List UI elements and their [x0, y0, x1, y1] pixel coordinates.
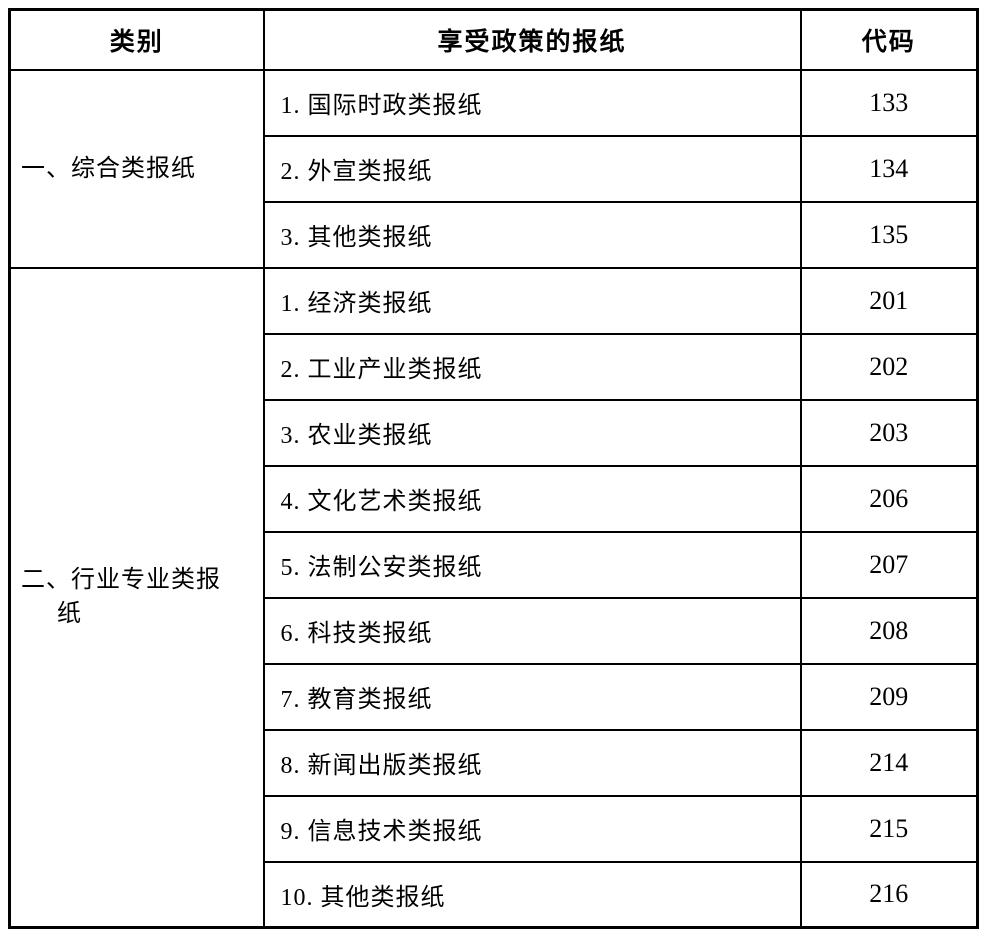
code-cell: 201 [799, 266, 979, 335]
code-cell: 202 [799, 332, 979, 401]
header-code: 代码 [799, 8, 979, 71]
newspaper-cell: 8. 新闻出版类报纸 [262, 728, 802, 797]
table-row: 3. 其他类报纸 135 [10, 200, 979, 269]
table-row: 4. 文化艺术类报纸 206 [10, 464, 979, 533]
code-cell: 203 [799, 398, 979, 467]
code-cell: 133 [799, 68, 979, 137]
code-cell: 208 [799, 596, 979, 665]
category-cell-group2: 二、行业专业类报纸 [8, 266, 265, 929]
code-cell: 214 [799, 728, 979, 797]
table-row: 6. 科技类报纸 208 [10, 596, 979, 665]
newspaper-cell: 10. 其他类报纸 [262, 860, 802, 929]
newspaper-cell: 5. 法制公安类报纸 [262, 530, 802, 599]
newspaper-cell: 2. 外宣类报纸 [262, 134, 802, 203]
table-row: 9. 信息技术类报纸 215 [10, 794, 979, 863]
newspaper-cell: 3. 其他类报纸 [262, 200, 802, 269]
newspaper-cell: 9. 信息技术类报纸 [262, 794, 802, 863]
table-row: 5. 法制公安类报纸 207 [10, 530, 979, 599]
table-row: 一、综合类报纸 1. 国际时政类报纸 133 [8, 68, 979, 269]
table-row: 7. 教育类报纸 209 [10, 662, 979, 731]
code-cell: 216 [799, 860, 979, 929]
newspaper-cell: 3. 农业类报纸 [262, 398, 802, 467]
category-cell-group1: 一、综合类报纸 [8, 68, 265, 269]
newspaper-cell: 7. 教育类报纸 [262, 662, 802, 731]
table-row: 3. 农业类报纸 203 [10, 398, 979, 467]
policy-newspaper-table: 类别 享受政策的报纸 代码 一、综合类报纸 1. 国际时政类报纸 133 2. … [8, 8, 979, 929]
header-newspaper: 享受政策的报纸 [262, 8, 802, 71]
newspaper-cell: 4. 文化艺术类报纸 [262, 464, 802, 533]
code-cell: 215 [799, 794, 979, 863]
code-cell: 134 [799, 134, 979, 203]
code-cell: 209 [799, 662, 979, 731]
header-category: 类别 [8, 8, 265, 71]
table-row: 10. 其他类报纸 216 [10, 860, 979, 929]
header-row: 类别 享受政策的报纸 代码 [8, 8, 979, 71]
table-row: 8. 新闻出版类报纸 214 [10, 728, 979, 797]
code-cell: 206 [799, 464, 979, 533]
code-cell: 207 [799, 530, 979, 599]
table-row: 2. 外宣类报纸 134 [10, 134, 979, 203]
table-row: 2. 工业产业类报纸 202 [10, 332, 979, 401]
newspaper-cell: 2. 工业产业类报纸 [262, 332, 802, 401]
newspaper-cell: 1. 国际时政类报纸 [262, 68, 802, 137]
table-row: 二、行业专业类报纸 1. 经济类报纸 201 [8, 266, 979, 929]
newspaper-cell: 6. 科技类报纸 [262, 596, 802, 665]
code-cell: 135 [799, 200, 979, 269]
newspaper-cell: 1. 经济类报纸 [262, 266, 802, 335]
